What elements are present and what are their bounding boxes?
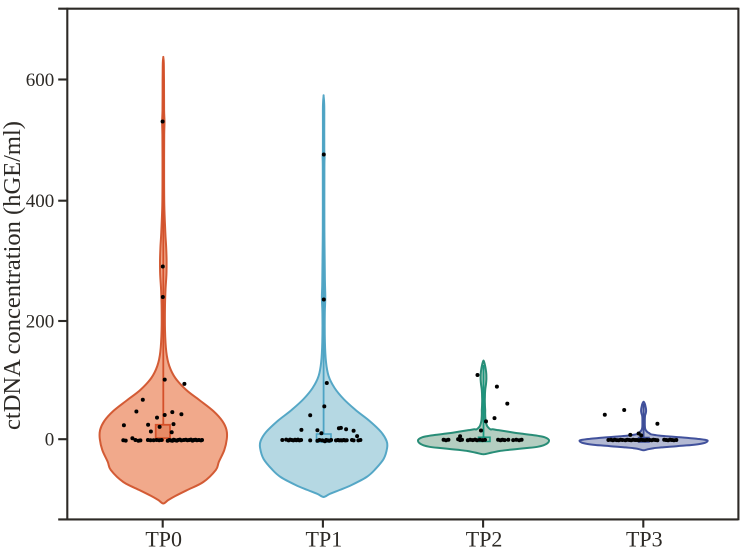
svg-text:TP2: TP2 xyxy=(466,526,503,551)
svg-text:TP1: TP1 xyxy=(306,526,343,551)
svg-text:ctDNA concentration (hGE/ml): ctDNA concentration (hGE/ml) xyxy=(0,121,26,430)
svg-text:TP3: TP3 xyxy=(626,526,663,551)
svg-text:200: 200 xyxy=(26,312,55,333)
svg-text:400: 400 xyxy=(26,191,55,212)
svg-text:0: 0 xyxy=(45,430,55,451)
svg-text:TP0: TP0 xyxy=(145,526,182,551)
svg-text:600: 600 xyxy=(26,70,55,91)
